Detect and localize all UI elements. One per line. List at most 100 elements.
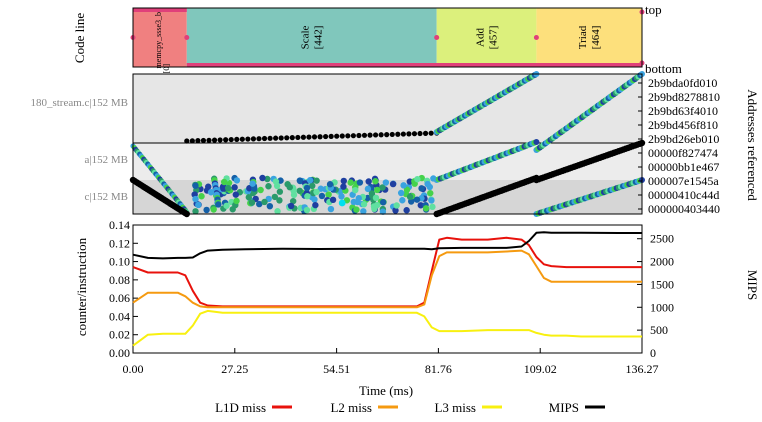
address-access-point — [251, 185, 258, 192]
x-tick-label: 0.00 — [123, 362, 144, 376]
address-access-point — [205, 183, 212, 190]
x-tick-label: 27.25 — [221, 362, 248, 376]
address-access-point — [428, 130, 434, 136]
address-access-point — [192, 195, 199, 203]
address-access-point — [195, 138, 201, 144]
address-access-point — [257, 186, 264, 194]
address-access-point — [389, 180, 397, 188]
address-access-point — [429, 203, 436, 211]
code-line-ylabel: Code line — [72, 13, 87, 63]
address-access-point — [296, 177, 304, 184]
address-access-point — [372, 132, 379, 138]
address-access-point — [189, 138, 195, 144]
address-access-point — [378, 132, 384, 138]
address-access-point — [184, 138, 190, 144]
address-access-point — [192, 208, 199, 215]
address-access-point — [367, 132, 373, 138]
legend-label: L2 miss — [330, 400, 372, 415]
y2-tick-label: 0 — [650, 346, 656, 360]
address-access-point — [245, 136, 251, 142]
code-segment-label: Add [457] — [475, 26, 500, 50]
address-tick-label: 00000bb1e467 — [648, 160, 719, 174]
address-access-point — [233, 177, 241, 184]
address-access-point — [248, 199, 256, 206]
address-access-point — [399, 197, 406, 204]
address-tick-label: 2b9bd63f4010 — [648, 104, 718, 118]
y-axis-label: counter/instruction — [74, 237, 89, 336]
legend-label: MIPS — [549, 400, 579, 415]
code-line-marker — [533, 35, 539, 40]
address-access-point — [422, 205, 430, 212]
address-access-point — [403, 207, 410, 214]
code-segment — [133, 8, 187, 67]
address-access-point — [345, 133, 351, 139]
address-access-point — [245, 194, 253, 201]
address-access-point — [360, 201, 368, 208]
address-access-point — [328, 133, 334, 139]
address-access-point — [207, 189, 215, 196]
address-access-point — [365, 178, 372, 185]
x-axis-label: Time (ms) — [359, 383, 413, 398]
address-access-point — [192, 182, 199, 189]
address-tick-label: 2b9bd26eb010 — [648, 132, 719, 146]
address-access-point — [215, 201, 222, 208]
address-access-point — [287, 202, 295, 210]
address-access-point — [271, 193, 279, 201]
y2-tick-label: 2000 — [650, 255, 674, 269]
address-access-point — [340, 177, 348, 185]
address-access-point — [403, 186, 411, 193]
code-segment-count: [464] — [590, 26, 602, 50]
memory-region-label: a|152 MB — [85, 154, 128, 166]
address-access-point — [300, 134, 307, 140]
address-access-point — [259, 174, 266, 182]
address-access-point — [422, 130, 429, 136]
address-access-point — [256, 136, 262, 142]
address-access-point — [313, 188, 320, 196]
address-access-point — [195, 201, 202, 209]
code-line-panel: memcpy_ssse3_b[0] Scale [442] Add [457] Triad… — [130, 7, 645, 73]
code-segment-name: Add — [475, 28, 487, 47]
address-access-point — [313, 177, 320, 184]
address-access-point — [306, 177, 314, 184]
address-access-point — [233, 197, 240, 205]
address-access-point — [417, 202, 424, 209]
address-access-point — [220, 178, 228, 186]
legend: L1D miss L2 miss L3 miss MIPS — [215, 400, 605, 415]
address-access-point — [418, 185, 425, 192]
address-access-point — [414, 175, 421, 183]
addresses-ylabel: Addresses referenced — [745, 89, 760, 201]
address-access-point — [364, 185, 372, 193]
code-segment-name: Triad — [577, 25, 589, 49]
address-access-point — [339, 133, 345, 139]
address-access-point — [428, 197, 435, 204]
address-access-point — [352, 186, 359, 194]
address-access-point — [312, 201, 319, 209]
address-access-point — [338, 193, 345, 200]
address-access-point — [372, 194, 380, 202]
address-tick-label: 000007e1545a — [648, 174, 719, 188]
address-access-point — [334, 133, 340, 139]
address-access-point — [382, 179, 390, 186]
address-access-point — [198, 193, 205, 200]
address-access-point — [223, 202, 230, 209]
address-access-point — [379, 199, 387, 206]
y-tick-label: 0.08 — [109, 273, 130, 287]
address-access-point — [256, 200, 263, 208]
code-segment — [436, 8, 537, 67]
address-access-point — [286, 184, 293, 191]
address-access-point — [274, 208, 281, 215]
address-access-point — [384, 132, 390, 138]
address-access-point — [234, 136, 240, 142]
code-segment-name: memcpy_ssse3_b — [154, 12, 163, 68]
address-access-point — [393, 202, 400, 209]
address-access-point — [427, 189, 434, 197]
address-tick-label: 00000410c44d — [648, 188, 719, 202]
address-access-point — [400, 131, 406, 137]
code-panel-border — [132, 7, 643, 68]
memory-region — [133, 143, 642, 180]
address-access-point — [272, 178, 280, 185]
address-access-point — [356, 179, 364, 186]
address-access-point — [278, 135, 284, 141]
series-line — [132, 309, 642, 347]
address-access-point — [289, 197, 297, 205]
